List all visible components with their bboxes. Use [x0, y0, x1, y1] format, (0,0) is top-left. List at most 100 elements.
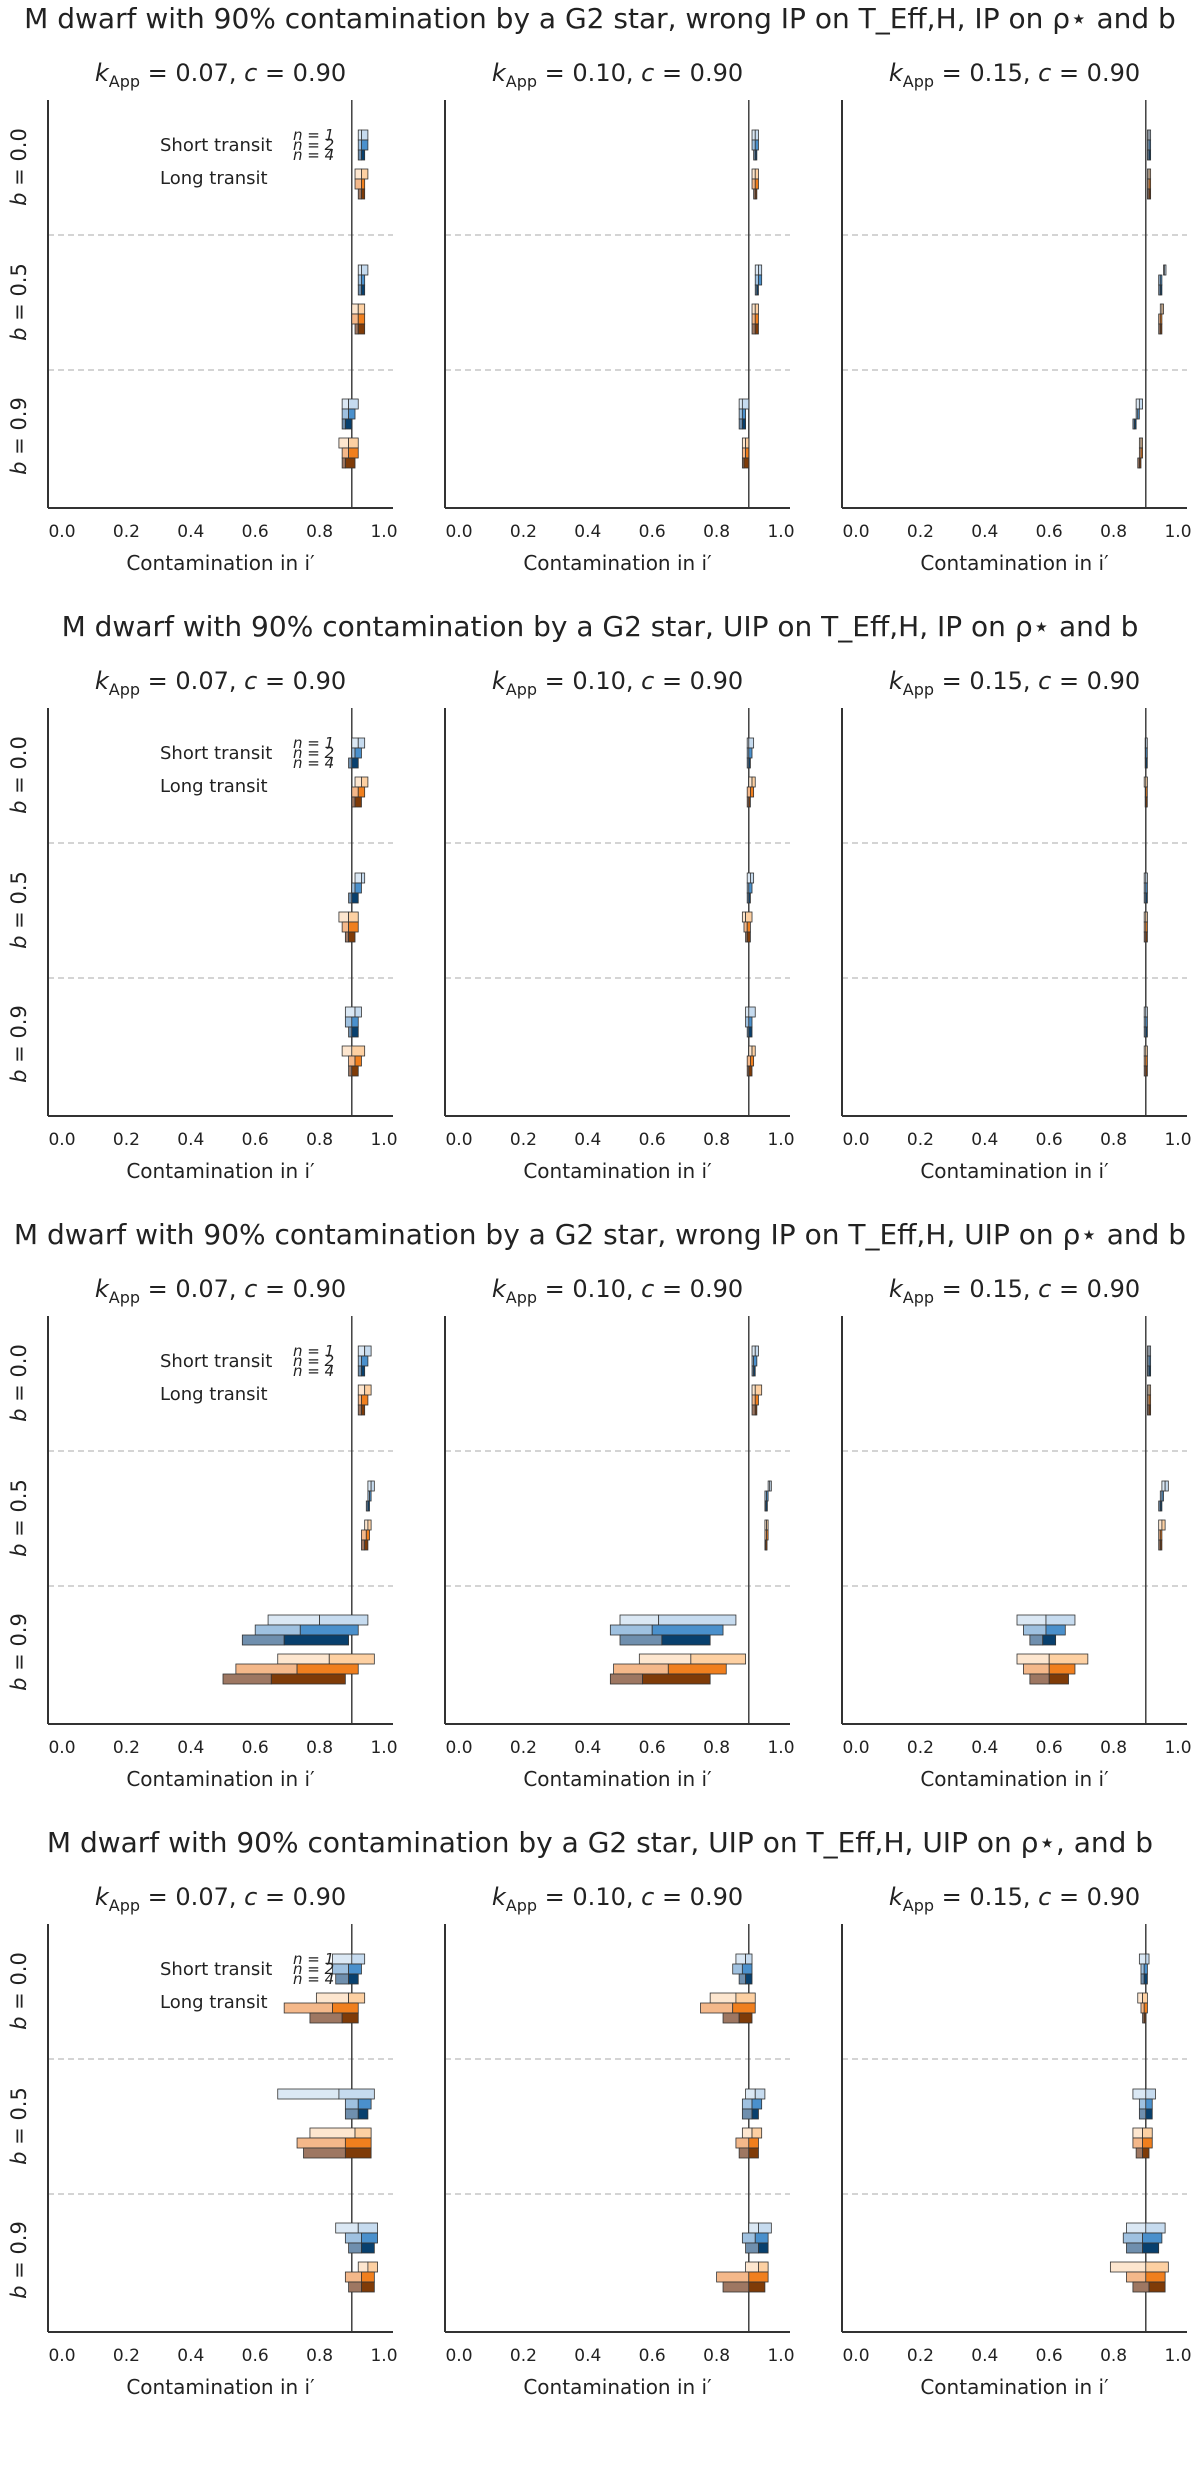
subtitle-k: k: [95, 1275, 110, 1303]
b-symbol: b: [7, 2286, 31, 2299]
short-transit-box-lower: [344, 2232, 362, 2244]
x-axis-label: Contamination in i′: [523, 1159, 712, 1183]
long-transit-box-upper: [1142, 2147, 1150, 2159]
long-transit-box-upper: [1159, 1529, 1163, 1541]
short-transit-box-lower: [335, 1973, 349, 1985]
short-transit-box-lower: [341, 418, 346, 430]
subtitle-c: c: [1038, 1883, 1051, 1911]
long-transit-box-upper: [1159, 313, 1163, 325]
long-transit-box-lower: [751, 168, 756, 180]
short-transit-box-lower: [357, 274, 362, 286]
long-transit-box-upper: [348, 1992, 366, 2004]
short-transit-box-lower: [609, 1624, 653, 1636]
row-title-2: M dwarf with 90% contamination by a G2 s…: [61, 610, 1139, 643]
b-symbol: b: [7, 1070, 31, 1083]
x-tick-label: 0.0: [445, 1738, 472, 1758]
long-transit-box-upper: [1148, 168, 1152, 180]
legend-short-transit: Short transit: [160, 1959, 272, 1980]
long-transit-box-lower: [354, 168, 362, 180]
x-tick-label: 0.8: [703, 1738, 730, 1758]
long-transit-box-lower: [357, 2261, 369, 2273]
short-transit-box-lower: [1138, 1953, 1147, 1965]
long-transit-box-upper: [364, 1539, 369, 1551]
long-transit-box-lower: [1137, 1992, 1143, 2004]
long-transit-box-upper: [348, 911, 359, 923]
short-transit-box-upper: [351, 1016, 359, 1028]
long-transit-box-upper: [1161, 1519, 1166, 1531]
long-transit-box-lower: [700, 2002, 734, 2014]
long-transit-box-lower: [746, 1055, 751, 1067]
short-transit-box-lower: [1126, 2242, 1143, 2254]
long-transit-box-lower: [751, 178, 756, 190]
short-transit-box-upper: [357, 2098, 372, 2110]
x-tick-label: 0.0: [48, 1130, 75, 1150]
short-transit-box-upper: [1159, 1500, 1163, 1512]
long-transit-box-lower: [741, 437, 746, 449]
short-transit-box-upper: [748, 1026, 753, 1038]
short-transit-box-lower: [341, 408, 349, 420]
subtitle-c-value: = 0.90: [654, 667, 743, 695]
short-transit-box-lower: [348, 892, 353, 904]
long-transit-box-upper: [748, 2147, 759, 2159]
short-transit-box-lower: [357, 284, 362, 296]
long-transit-box-upper: [751, 1045, 756, 1057]
long-transit-box-upper: [1142, 1992, 1148, 2004]
short-transit-box-lower: [741, 2108, 753, 2120]
short-transit-box-lower: [748, 2222, 759, 2234]
short-transit-box-upper: [1045, 1614, 1076, 1626]
short-transit-box-upper: [354, 747, 362, 759]
short-transit-box-upper: [357, 737, 366, 749]
long-transit-box-lower: [309, 2012, 343, 2024]
x-tick-label: 0.8: [1100, 1738, 1127, 1758]
short-transit-box-upper: [754, 139, 759, 151]
legend-long-transit: Long transit: [160, 776, 268, 797]
long-transit-box-lower: [354, 323, 359, 335]
x-axis-label: Contamination in i′: [920, 1767, 1109, 1791]
long-transit-box-lower: [738, 2147, 750, 2159]
long-transit-box-upper: [364, 1384, 372, 1396]
short-transit-box-lower: [351, 747, 356, 759]
long-transit-box-upper: [361, 1394, 369, 1406]
long-transit-box-upper: [751, 776, 756, 788]
long-transit-box-lower: [344, 2271, 362, 2283]
long-transit-box-lower: [341, 447, 349, 459]
short-transit-box-upper: [754, 1345, 759, 1357]
subtitle-c: c: [244, 1275, 257, 1303]
x-tick-label: 0.8: [306, 1130, 333, 1150]
subtitle-k: k: [889, 59, 904, 87]
long-transit-box-lower: [354, 776, 362, 788]
long-transit-box-upper: [745, 437, 750, 449]
short-transit-box-upper: [1145, 882, 1148, 894]
short-transit-box-upper: [367, 1500, 370, 1512]
long-transit-box-lower: [309, 2127, 356, 2139]
subtitle-k: k: [492, 1275, 507, 1303]
long-transit-box-lower: [1126, 2271, 1147, 2283]
long-transit-box-lower: [1016, 1653, 1050, 1665]
long-transit-box-lower: [341, 1045, 353, 1057]
subtitle-c: c: [1038, 1275, 1051, 1303]
short-transit-box-upper: [1042, 1634, 1057, 1646]
b-row-label: b = 0.5: [7, 871, 31, 949]
x-axis-label: Contamination in i′: [523, 2375, 712, 2399]
short-transit-box-lower: [357, 1345, 366, 1357]
x-tick-label: 1.0: [370, 522, 397, 542]
b-value: = 0.0: [7, 736, 31, 800]
short-transit-box-upper: [1148, 149, 1152, 161]
x-tick-label: 0.2: [510, 1130, 537, 1150]
x-tick-label: 0.6: [242, 1130, 269, 1150]
long-transit-box-upper: [1145, 796, 1148, 808]
short-transit-box-lower: [341, 398, 349, 410]
long-transit-box-lower: [222, 1673, 272, 1685]
short-transit-box-upper: [1145, 2088, 1156, 2100]
row-title-1: M dwarf with 90% contamination by a G2 s…: [24, 2, 1176, 35]
long-transit-box-lower: [351, 313, 359, 325]
long-transit-box-upper: [745, 911, 753, 923]
long-transit-box-upper: [361, 168, 369, 180]
x-tick-label: 0.4: [574, 1130, 601, 1150]
long-transit-box-upper: [1148, 178, 1152, 190]
x-tick-label: 1.0: [370, 1130, 397, 1150]
subtitle-k-sub: App: [506, 72, 537, 91]
subtitle-c-value: = 0.90: [1051, 667, 1140, 695]
short-transit-box-upper: [754, 2088, 766, 2100]
b-row-label: b = 0.9: [7, 1613, 31, 1691]
